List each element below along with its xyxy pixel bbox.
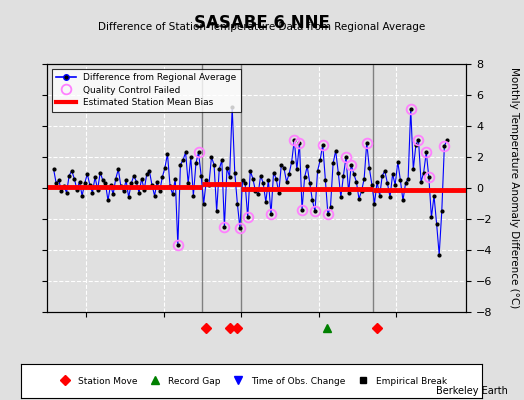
Text: Berkeley Earth: Berkeley Earth: [436, 386, 508, 396]
Text: SASABE 6 NNE: SASABE 6 NNE: [194, 14, 330, 32]
Legend: Difference from Regional Average, Quality Control Failed, Estimated Station Mean: Difference from Regional Average, Qualit…: [52, 68, 241, 112]
Y-axis label: Monthly Temperature Anomaly Difference (°C): Monthly Temperature Anomaly Difference (…: [509, 67, 519, 309]
Text: Difference of Station Temperature Data from Regional Average: Difference of Station Temperature Data f…: [99, 22, 425, 32]
Legend: Station Move, Record Gap, Time of Obs. Change, Empirical Break: Station Move, Record Gap, Time of Obs. C…: [53, 374, 450, 388]
